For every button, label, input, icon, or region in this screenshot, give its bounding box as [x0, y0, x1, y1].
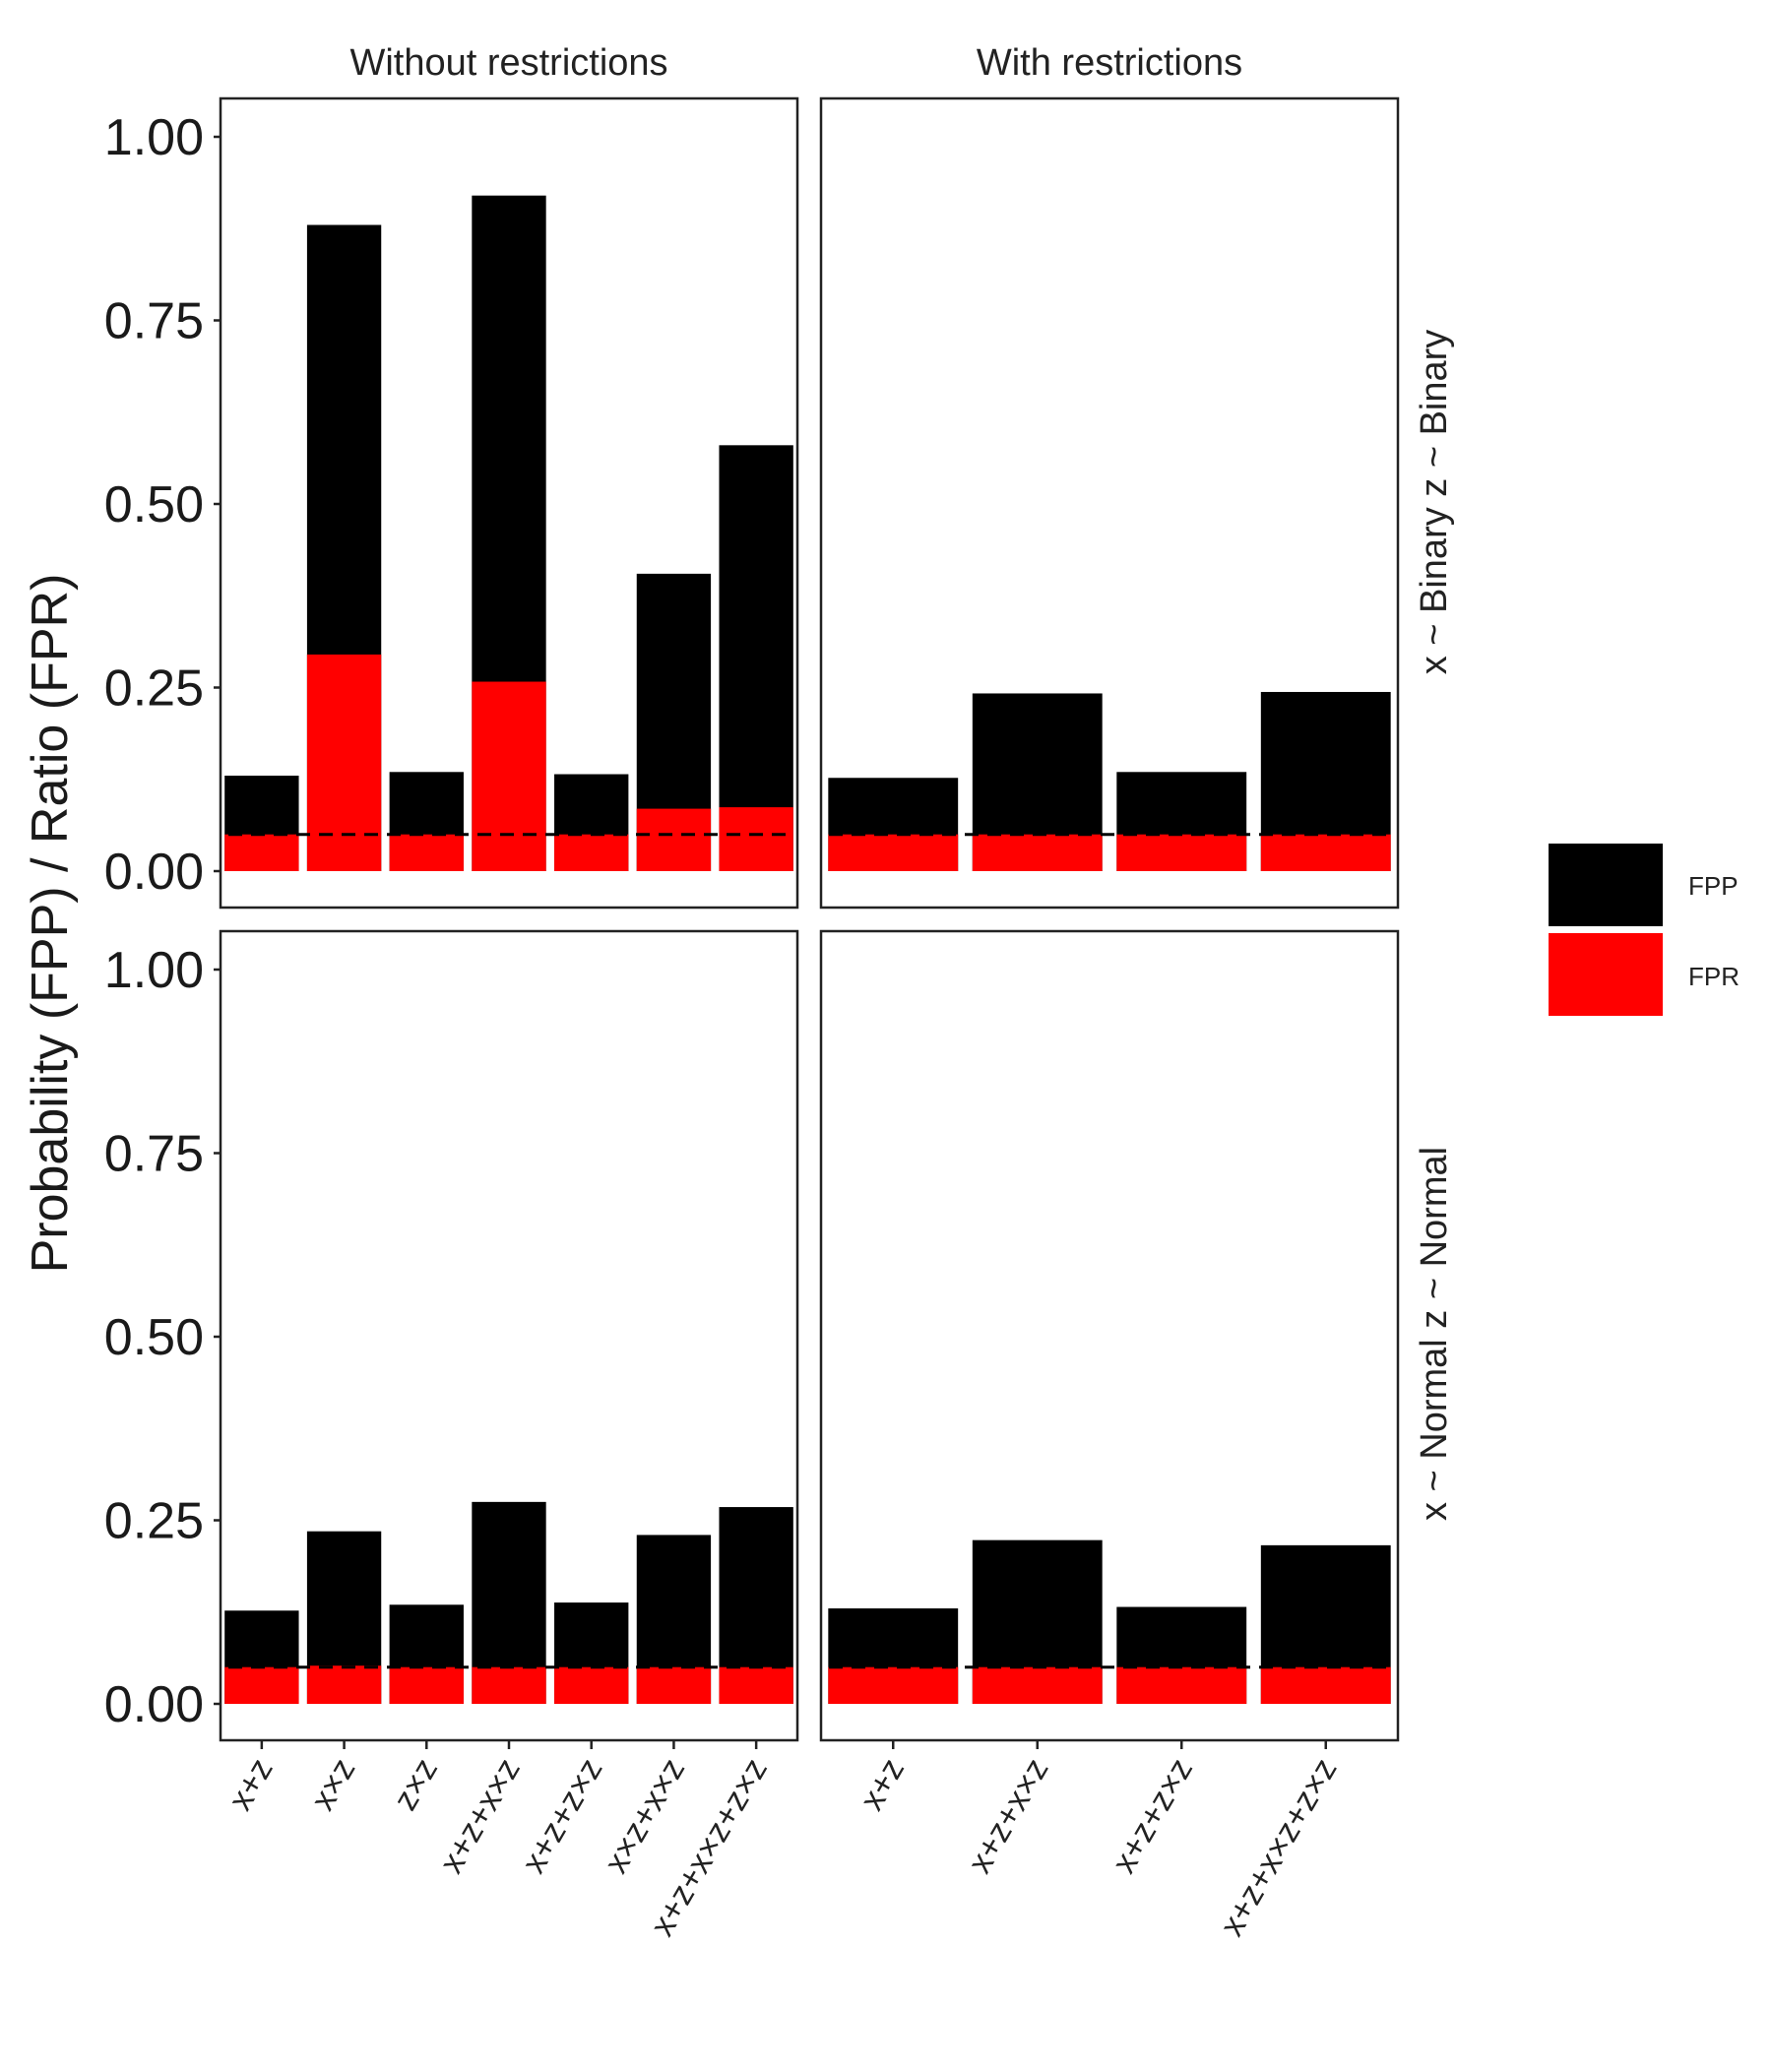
panel-border-r1-c1	[819, 929, 1400, 1742]
bar-fpr-r1-c1-3	[1260, 1666, 1391, 1704]
x-tick-label: x+z	[222, 1752, 281, 1817]
legend: FPP FPR	[1549, 844, 1740, 1016]
bar-fpr-r0-c1-3	[1260, 834, 1391, 871]
x-tick-label: x×z	[304, 1752, 363, 1817]
legend-label-fpp: FPP	[1688, 871, 1739, 901]
y-tick-label: 0.50	[104, 476, 204, 534]
x-tick-label: x+z+z×z	[1105, 1752, 1200, 1879]
legend-swatch-fpr	[1549, 933, 1663, 1016]
bar-fpr-r1-c0-1	[306, 1665, 382, 1704]
bar-fpr-r0-c0-4	[554, 834, 629, 871]
bar-fpr-r1-c0-0	[224, 1666, 299, 1704]
x-tick-label: x+z	[853, 1752, 912, 1817]
bar-fpr-r0-c0-2	[389, 834, 464, 871]
bar-fpr-r1-c1-0	[828, 1666, 959, 1704]
x-tick-label: x+z+x×z	[432, 1752, 528, 1879]
bar-fpr-r0-c0-6	[719, 807, 793, 871]
row-strip-normal: x ~ Normal z ~ Normal	[1414, 1147, 1455, 1521]
legend-swatch-fpp	[1549, 844, 1663, 926]
y-tick-label: 0.00	[104, 1676, 204, 1733]
x-tick-label: x+z+x×z+z×z	[1213, 1752, 1345, 1942]
x-tick-label: x+z+z×z	[515, 1752, 610, 1879]
bar-fpr-r0-c1-1	[972, 834, 1103, 871]
bar-fpr-r0-c1-0	[828, 834, 959, 871]
bar-fpr-r1-c0-5	[636, 1666, 712, 1704]
y-tick-label: 1.00	[104, 942, 204, 999]
bar-fpr-r0-c0-0	[224, 834, 299, 871]
bar-fpr-r1-c1-1	[972, 1666, 1103, 1704]
x-tick-label: x+z+x×z	[961, 1752, 1056, 1879]
column-strip-with: With restrictions	[977, 42, 1242, 84]
bar-fpr-r1-c0-2	[389, 1666, 464, 1704]
x-tick-label: z×z	[386, 1752, 445, 1817]
y-tick-label: 0.00	[104, 844, 204, 901]
panels-layer: 0.00 0.25 0.50 0.75 1.00 0.00 0.25 0.50 0.75 1.00…	[104, 96, 1400, 1942]
y-tick-label: 0.50	[104, 1309, 204, 1366]
panel-border-r0-c1	[819, 96, 1400, 910]
y-tick-label: 0.25	[104, 1493, 204, 1550]
legend-label-fpr: FPR	[1688, 962, 1740, 991]
y-axis-label: Probability (FPP) / Ratio (FPR)	[22, 574, 79, 1274]
bar-fpr-r1-c0-4	[554, 1666, 629, 1704]
x-tick-label: x×z+x×z	[598, 1752, 693, 1879]
bar-fpr-r0-c0-3	[472, 681, 546, 871]
y-tick-label: 1.00	[104, 109, 204, 166]
row-strip-binary: x ~ Binary z ~ Binary	[1414, 330, 1455, 675]
bar-fpr-r1-c0-6	[719, 1666, 793, 1704]
bar-fpr-r0-c1-2	[1116, 834, 1247, 871]
y-tick-label: 0.25	[104, 660, 204, 718]
bar-fpr-r1-c1-2	[1116, 1666, 1247, 1704]
y-tick-label: 0.75	[104, 293, 204, 350]
bar-fpr-r0-c0-5	[636, 808, 712, 871]
column-strip-without: Without restrictions	[349, 42, 667, 84]
bar-fpr-r1-c0-3	[472, 1666, 546, 1704]
y-tick-label: 0.75	[104, 1126, 204, 1183]
bar-fpr-r0-c0-1	[306, 654, 382, 871]
bar-fpp-r0-c0-6	[719, 445, 793, 871]
